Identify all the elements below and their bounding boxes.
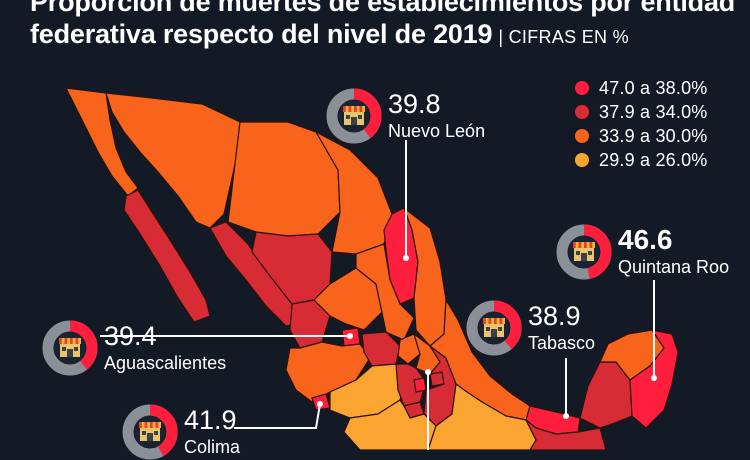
state-cdmx [413,377,427,393]
legend-swatch [575,129,589,143]
leader-colima [234,403,321,429]
dot-colima [317,401,323,407]
title-line-2: federativa respecto del nivel de 2019 | C… [30,18,730,53]
chart-title: Proporción de muertes de establecimiento… [30,0,736,53]
state-queretaro [397,333,421,365]
store-icon [59,338,81,357]
title-line-2-text: federativa respecto del nivel de 2019 [30,19,493,49]
legend-item: 29.9 a 26.0% [575,148,707,172]
legend: 47.0 a 38.0% 37.9 a 34.0% 33.9 a 30.0% 2… [575,76,707,172]
donut-svg [466,300,522,356]
state-sonora [105,92,241,229]
callout-value: 38.9 [528,301,581,331]
legend-label: 37.9 a 34.0% [599,101,708,122]
state-baja-california [65,87,139,197]
callout-tabasco: 38.9 Tabasco [466,300,595,356]
state-guerrero [343,399,437,450]
callout-nuevo-leon: 39.8 Nuevo León [326,88,485,144]
title-unit: | CIFRAS EN % [498,27,629,47]
store-icon [573,242,595,261]
donut-chart [326,88,382,144]
state-baja-california-sur [123,189,211,323]
store-icon [343,106,365,125]
donut-arc [556,224,612,280]
legend-label: 33.9 a 30.0% [599,125,708,146]
dot-cdmx [425,369,431,375]
dot-tabasco [563,413,569,419]
store-icon [139,422,161,441]
state-mexico [395,363,427,407]
dot-nuevo-leon [403,255,409,261]
donut-svg [42,320,98,376]
donut-arc [122,404,178,460]
callout-aguascalientes: 39.4 Aguascalientes [42,320,226,376]
callout-state-name: Nuevo León [388,121,486,141]
donut-chart [42,320,98,376]
callout-quintana-roo: 46.6 Quintana Roo [556,224,729,280]
dot-quintana-roo [651,375,657,381]
legend-item: 33.9 a 30.0% [575,124,707,148]
callout-value: 46.6 [618,224,673,255]
callout-state-name: Colima [184,437,241,457]
legend-label: 47.0 a 38.0% [599,77,708,98]
donut-chart [466,300,522,356]
donut-svg [556,224,612,280]
state-oaxaca [427,383,537,450]
callout-state-name: Tabasco [528,333,596,353]
legend-swatch [575,153,589,167]
donut-chart [122,404,178,460]
donut-arc [466,300,522,356]
callout-state-name: Aguascalientes [104,353,227,373]
title-line-1: Proporción de muertes de establecimiento… [30,0,736,17]
state-san-luis-potosi [355,243,415,341]
donut-arc [326,88,382,144]
donut-arc [42,320,98,376]
state-chihuahua [227,121,341,237]
donut-svg [326,88,382,144]
store-icon [483,318,505,337]
callout-value: 39.4 [104,321,157,351]
legend-swatch [575,105,589,119]
callout-state-name: Quintana Roo [618,257,730,277]
mexico-map [65,87,679,450]
donut-svg [122,404,178,460]
donut-chart [556,224,612,280]
callout-value: 39.8 [388,89,441,119]
legend-item: 37.9 a 34.0% [575,100,707,124]
callout-value: 41.9 [184,405,237,435]
state-jalisco [285,341,371,403]
dot-aguascalientes [347,333,353,339]
legend-item: 47.0 a 38.0% [575,76,707,100]
callout-colima: 41.9 Colima [122,404,240,460]
legend-swatch [575,81,589,95]
legend-label: 29.9 a 26.0% [599,149,708,170]
